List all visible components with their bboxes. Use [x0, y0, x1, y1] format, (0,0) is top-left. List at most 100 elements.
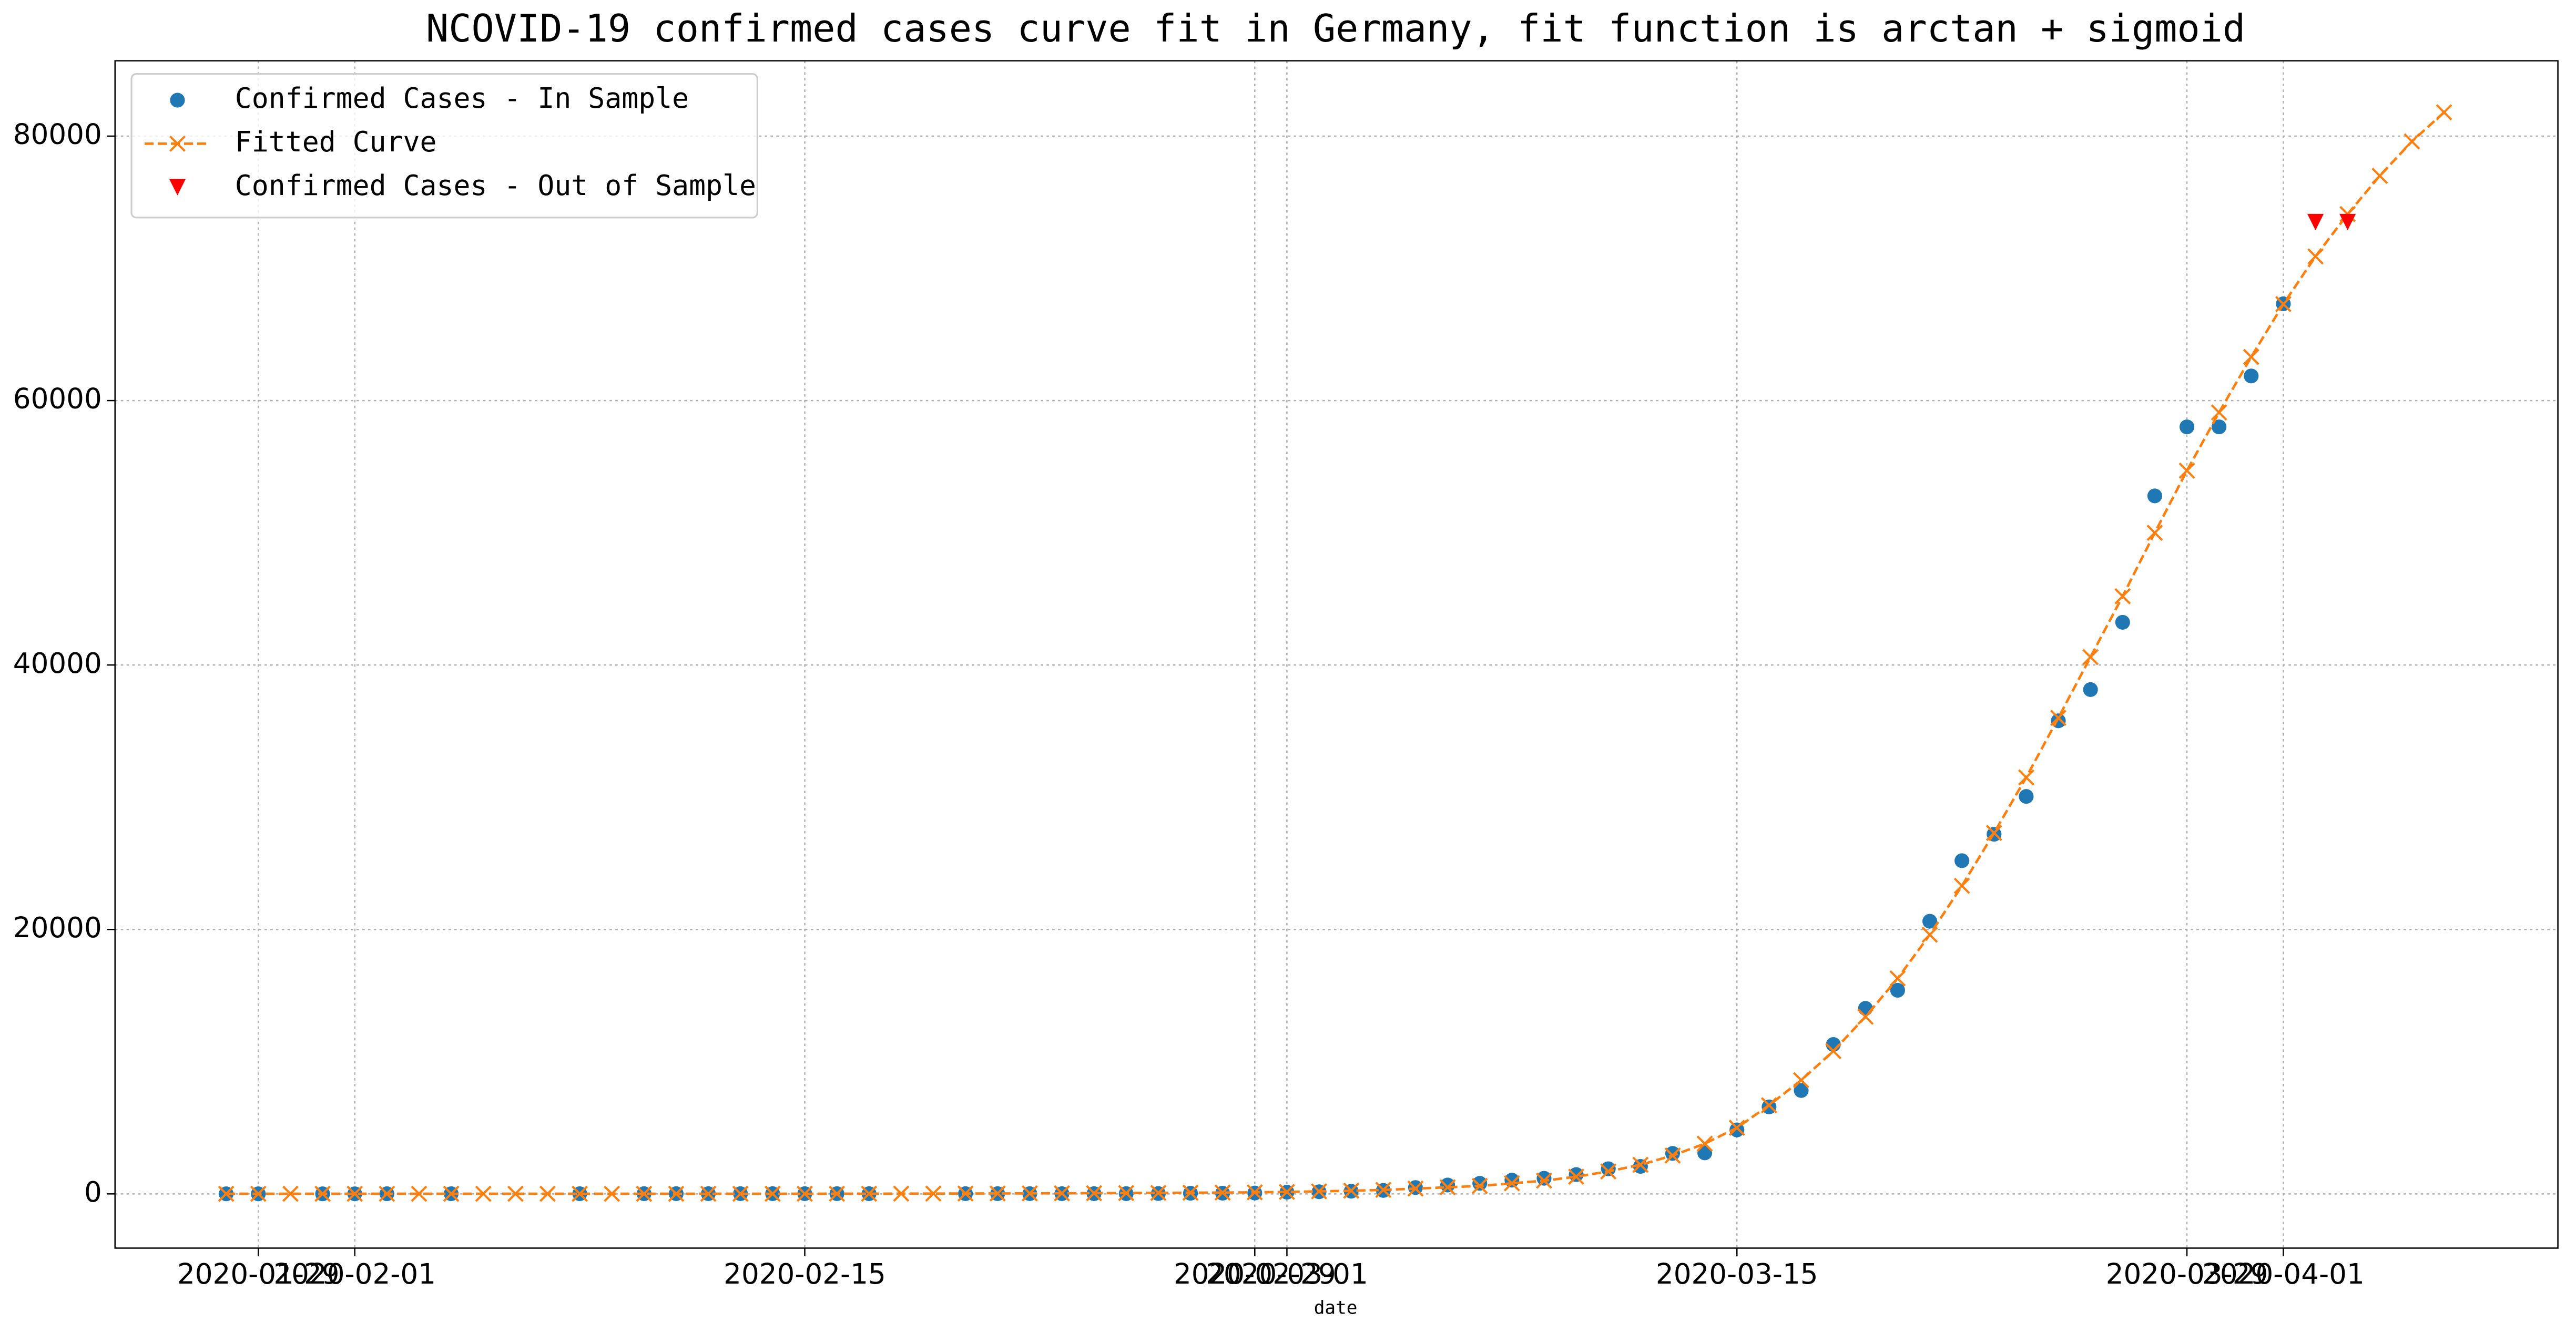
point	[2307, 213, 2324, 231]
x-tick-label: 2020-02-29	[1174, 1258, 1336, 1290]
y-tick-label: 20000	[13, 911, 102, 944]
point	[1407, 1180, 1424, 1197]
point	[1665, 1146, 1681, 1161]
point	[1729, 1122, 1745, 1137]
point	[1632, 1156, 1649, 1173]
point	[1793, 1072, 1809, 1089]
point	[1825, 1043, 1842, 1060]
x-tick-label: 2020-04-01	[2202, 1258, 2365, 1290]
point	[1889, 970, 1906, 987]
point	[1697, 1145, 1713, 1161]
point	[572, 1185, 588, 1202]
point	[443, 1185, 460, 1202]
point	[2211, 404, 2227, 421]
point	[1246, 1184, 1263, 1201]
point	[2114, 588, 2131, 604]
point	[2051, 713, 2066, 729]
point	[282, 1185, 299, 1202]
legend-box	[130, 73, 758, 219]
point	[2179, 419, 2195, 435]
point	[861, 1185, 878, 1202]
point	[796, 1185, 813, 1202]
point	[1440, 1177, 1455, 1193]
point	[2178, 462, 2195, 479]
point	[1054, 1185, 1071, 1202]
point	[732, 1185, 749, 1202]
chart-title: NCOVID-19 confirmed cases curve fit in G…	[426, 6, 2245, 50]
point	[1472, 1176, 1488, 1191]
point	[893, 1185, 910, 1202]
point	[2115, 614, 2130, 630]
point	[764, 1185, 781, 1202]
legend-marker	[170, 93, 185, 108]
point	[1021, 1185, 1038, 1202]
point	[604, 1185, 620, 1202]
point	[1086, 1185, 1103, 1202]
point	[989, 1185, 1006, 1202]
x-tick-label: 2020-01-29	[177, 1258, 340, 1290]
point	[250, 1185, 267, 1202]
point	[1569, 1167, 1584, 1182]
point	[1600, 1163, 1617, 1180]
point	[507, 1185, 524, 1202]
point	[1921, 926, 1938, 943]
point	[1794, 1083, 1809, 1098]
point	[2339, 213, 2356, 231]
point	[1214, 1184, 1231, 1201]
point	[925, 1185, 942, 1202]
y-tick-label: 40000	[13, 647, 102, 680]
point	[700, 1185, 717, 1202]
x-tick-label: 2020-02-01	[273, 1258, 436, 1290]
point	[2018, 769, 2034, 786]
y-tick-label: 0	[84, 1176, 102, 1208]
x-axis-label: date	[1314, 1298, 1358, 1319]
point	[2404, 133, 2420, 150]
point	[314, 1185, 331, 1202]
legend-label: Fitted Curve	[235, 126, 437, 158]
x-tick-label: 2020-03-29	[2106, 1258, 2268, 1290]
point	[475, 1185, 492, 1202]
point	[1858, 1001, 1873, 1016]
point	[1953, 877, 1970, 894]
point	[2307, 248, 2324, 265]
point	[1664, 1147, 1681, 1164]
point	[1760, 1097, 1777, 1114]
point	[1857, 1008, 1874, 1025]
point	[957, 1185, 974, 1202]
point	[218, 1185, 235, 1202]
point	[2146, 525, 2163, 541]
point	[379, 1185, 395, 1202]
point	[1150, 1184, 1167, 1201]
point	[1375, 1182, 1392, 1198]
point	[1439, 1179, 1456, 1196]
point	[539, 1185, 556, 1202]
point	[2275, 295, 2292, 312]
y-tick-label: 60000	[13, 383, 102, 415]
point	[1762, 1099, 1777, 1114]
point	[1182, 1184, 1199, 1201]
point	[1504, 1173, 1520, 1188]
legend-marker	[169, 135, 186, 152]
plot-frame	[114, 60, 2559, 1249]
legend-label: Confirmed Cases - Out of Sample	[235, 169, 756, 202]
point	[347, 1185, 363, 1202]
point	[829, 1185, 846, 1202]
point	[2147, 488, 2162, 504]
point	[2082, 649, 2099, 665]
point	[668, 1185, 685, 1202]
point	[2212, 419, 2227, 435]
point	[2050, 710, 2067, 726]
point	[1922, 914, 1938, 929]
fitted-line	[226, 111, 2445, 1195]
point	[1343, 1182, 1360, 1199]
point	[1696, 1135, 1713, 1152]
point	[1118, 1185, 1135, 1202]
y-tick-label: 80000	[13, 118, 102, 151]
point	[636, 1185, 653, 1202]
point	[2083, 682, 2098, 698]
point	[1954, 853, 1970, 868]
x-tick-label: 2020-03-01	[1206, 1258, 1368, 1290]
point	[2019, 789, 2034, 804]
point	[2244, 368, 2259, 384]
